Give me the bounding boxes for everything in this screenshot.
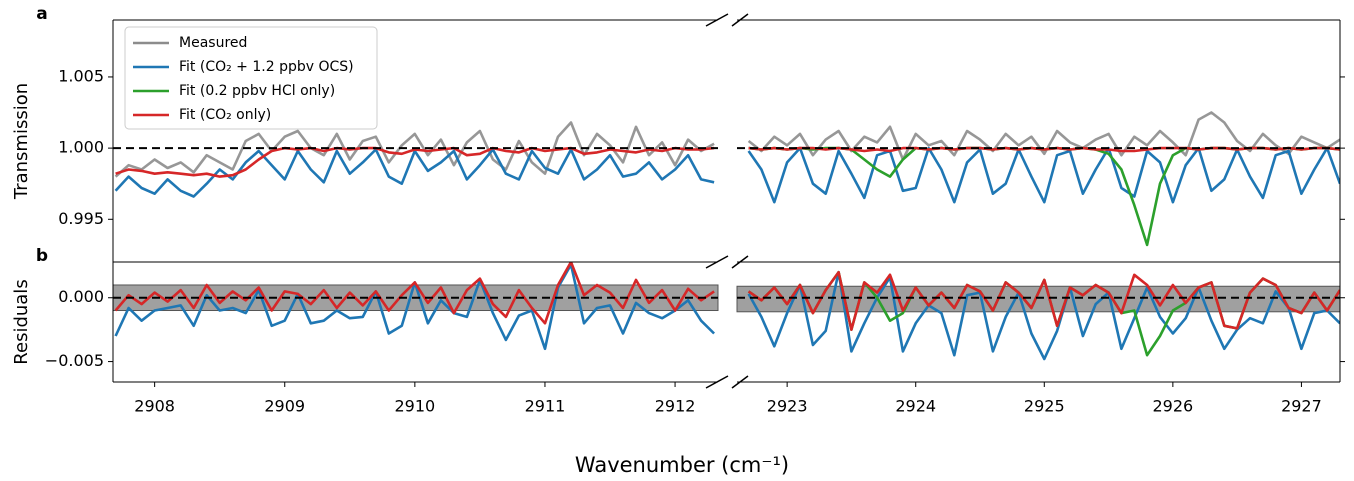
legend-label: Fit (CO₂ + 1.2 ppbv OCS) bbox=[179, 59, 354, 75]
x-tick-label: 2908 bbox=[134, 397, 175, 416]
break-mark bbox=[731, 13, 749, 27]
x-tick-label: 2912 bbox=[655, 397, 696, 416]
y-axis-label: Residuals bbox=[11, 279, 32, 364]
panel: 2923 2924 2925 2926 2927 bbox=[736, 261, 1345, 416]
series-line bbox=[114, 148, 715, 198]
break-mark bbox=[705, 255, 729, 269]
x-tick-label: 2923 bbox=[767, 397, 808, 416]
break-mark bbox=[731, 375, 749, 389]
x-tick-label: 2910 bbox=[394, 397, 435, 416]
legend-box bbox=[124, 26, 378, 130]
panel: −0.005 0.000 2908 2909 2910 2911 2912 bResidual… bbox=[11, 246, 789, 477]
x-tick-label: 2925 bbox=[1024, 397, 1065, 416]
panel-label: a bbox=[36, 4, 47, 24]
x-tick-label: 2911 bbox=[525, 397, 566, 416]
y-tick-label: 0.995 bbox=[58, 209, 104, 228]
y-tick-label: 1.005 bbox=[58, 66, 104, 85]
series-group bbox=[747, 111, 1340, 247]
panel: 0.995 1.000 1.005 a Transmission Measured Fit … bbox=[11, 4, 718, 263]
x-tick-label: 2926 bbox=[1152, 397, 1193, 416]
legend-label: Measured bbox=[179, 35, 247, 51]
series-line bbox=[747, 146, 1340, 204]
panel bbox=[737, 19, 1345, 263]
x-tick-label: 2909 bbox=[264, 397, 305, 416]
break-mark bbox=[731, 255, 749, 269]
series-line bbox=[747, 111, 1340, 161]
x-tick-label: 2927 bbox=[1281, 397, 1322, 416]
series-group bbox=[114, 121, 715, 198]
break-mark bbox=[705, 13, 729, 27]
series-line bbox=[748, 146, 1340, 247]
x-tick-label: 2924 bbox=[895, 397, 936, 416]
legend-label: Fit (0.2 ppbv HCl only) bbox=[179, 83, 335, 99]
legend-label: Fit (CO₂ only) bbox=[179, 107, 271, 123]
x-axis-label: Wavenumber (cm⁻¹) bbox=[575, 453, 789, 477]
y-axis-label: Transmission bbox=[11, 83, 32, 200]
y-tick-label: 0.000 bbox=[58, 287, 104, 306]
series-line bbox=[747, 270, 1340, 331]
legend: Measured Fit (CO₂ + 1.2 ppbv OCS) Fit (0.2… bbox=[124, 26, 378, 130]
y-tick-label: −0.005 bbox=[45, 351, 104, 370]
series-line bbox=[115, 146, 715, 178]
break-mark bbox=[705, 375, 729, 389]
series-group bbox=[747, 270, 1340, 361]
y-tick-label: 1.000 bbox=[58, 138, 104, 157]
panel-label: b bbox=[36, 246, 48, 266]
series-line bbox=[747, 270, 1340, 361]
axis-break-marks bbox=[705, 13, 749, 389]
